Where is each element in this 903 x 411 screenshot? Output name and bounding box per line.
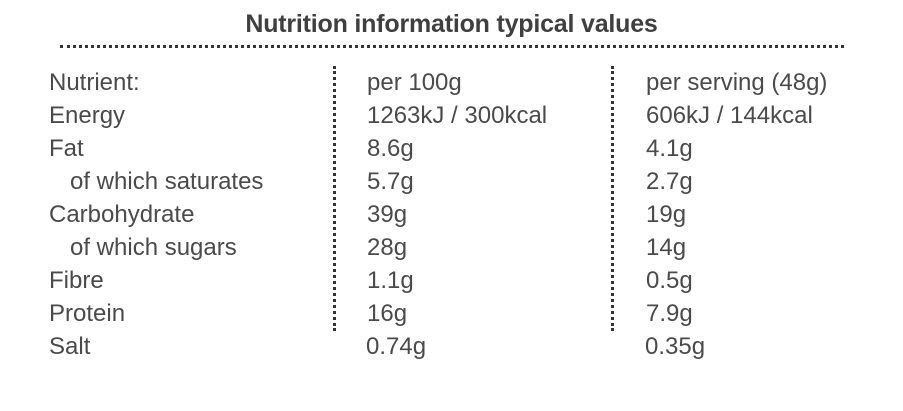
nutrient-name-fat: Fat — [49, 135, 84, 162]
header-per-serving: per serving (48g) — [646, 69, 828, 96]
nutrient-name-carbohydrate: Carbohydrate — [49, 201, 195, 228]
column-divider-2 — [611, 66, 614, 331]
per-serving-energy: 606kJ / 144kcal — [646, 102, 813, 129]
nutrient-name-fibre: Fibre — [49, 267, 104, 294]
per-100g-fat: 8.6g — [367, 135, 414, 162]
per-serving-fat: 4.1g — [646, 135, 693, 162]
per-100g-salt: 0.74g — [366, 333, 427, 360]
header-nutrient: Nutrient: — [49, 69, 140, 96]
table-title: Nutrition information typical values — [245, 10, 658, 38]
per-100g-fibre: 1.1g — [367, 267, 414, 294]
nutrient-name-energy: Energy — [49, 102, 126, 129]
per-100g-carbohydrate: 39g — [367, 201, 408, 228]
per-100g-sugars: 28g — [367, 234, 408, 261]
per-100g-saturates: 5.7g — [367, 168, 414, 195]
per-serving-sugars: 14g — [646, 234, 687, 261]
nutrient-name-sugars: of which sugars — [70, 234, 237, 261]
title-dotted-divider — [60, 45, 844, 48]
per-100g-protein: 16g — [367, 300, 408, 327]
per-serving-salt: 0.35g — [645, 333, 706, 360]
nutrient-name-protein: Protein — [49, 300, 126, 327]
nutrient-name-saturates: of which saturates — [70, 168, 264, 195]
per-serving-protein: 7.9g — [646, 300, 693, 327]
header-per-100g: per 100g — [367, 69, 462, 96]
column-divider-1 — [333, 66, 336, 331]
per-serving-saturates: 2.7g — [646, 168, 693, 195]
per-serving-fibre: 0.5g — [646, 267, 693, 294]
per-100g-energy: 1263kJ / 300kcal — [367, 102, 548, 129]
per-serving-carbohydrate: 19g — [646, 201, 687, 228]
nutrient-name-salt: Salt — [49, 333, 91, 360]
